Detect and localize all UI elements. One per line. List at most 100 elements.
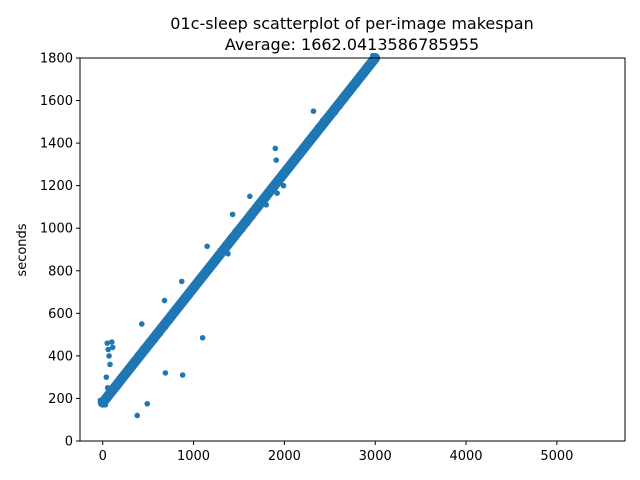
- y-axis-label-group: seconds: [15, 223, 30, 276]
- scatter-point: [229, 211, 236, 218]
- scatter-point: [364, 64, 371, 70]
- scatter-point: [214, 253, 220, 259]
- scatter-point: [127, 364, 133, 370]
- scatter-point: [119, 376, 125, 382]
- scatter-point: [114, 383, 120, 389]
- scatter-point: [179, 372, 186, 378]
- x-tick-label: 5000: [540, 449, 573, 464]
- scatter-point: [225, 250, 231, 257]
- x-axis-ticks: 0 1000 2000 3000 4000 5000: [99, 441, 573, 464]
- x-tick-label: 2000: [268, 449, 301, 464]
- scatter-point: [245, 220, 251, 226]
- scatter-point: [263, 202, 270, 208]
- scatter-point: [219, 247, 225, 253]
- scatter-point: [179, 298, 186, 304]
- scatter-point: [142, 344, 148, 350]
- scatter-point: [272, 145, 279, 152]
- scatter-point: [255, 207, 261, 213]
- scatter-point: [348, 90, 354, 96]
- x-tick-label: 0: [99, 449, 107, 464]
- scatter-point: [206, 266, 213, 272]
- scatter-point: [250, 214, 256, 220]
- scatter-point: [223, 246, 229, 252]
- scatter-point: [102, 402, 109, 408]
- scatter-point: [274, 190, 280, 196]
- scatter-point: [246, 214, 252, 220]
- chart-subtitle: Average: 1662.0413586785955: [225, 35, 479, 54]
- scatter-point: [326, 116, 332, 122]
- scatter-point: [196, 279, 202, 285]
- scatter-point: [161, 297, 168, 304]
- scatter-point: [328, 110, 335, 116]
- scatter-point: [105, 346, 111, 353]
- scatter-point: [310, 136, 317, 142]
- scatter-point: [301, 143, 308, 149]
- y-tick-label: 1000: [40, 222, 73, 237]
- scatter-point: [103, 374, 110, 380]
- scatter-point: [305, 142, 311, 149]
- scatter-point: [228, 240, 234, 246]
- scatter-point: [371, 58, 377, 64]
- scatter-point: [162, 370, 169, 376]
- scatter-point: [267, 188, 273, 194]
- scatter-point: [337, 103, 344, 109]
- scatter-point: [204, 243, 210, 250]
- y-axis-ticks: 0 200 400 600 800 1000 1200 1400 1600 1800: [40, 52, 80, 450]
- scatter-point: [152, 337, 158, 344]
- scatter-point: [109, 389, 115, 396]
- scatter-point: [97, 397, 103, 403]
- scatter-point: [344, 90, 350, 97]
- y-tick-label: 1800: [40, 52, 73, 67]
- scatter-point: [178, 278, 185, 285]
- y-tick-label: 1200: [40, 179, 73, 194]
- scatter-point: [157, 331, 164, 337]
- scatter-point: [211, 259, 218, 265]
- scatter-point: [136, 357, 142, 363]
- scatter-point: [236, 227, 242, 233]
- scatter-point: [229, 233, 236, 240]
- scatter-point: [367, 58, 373, 64]
- scatter-point: [108, 339, 115, 345]
- scatter-point: [174, 305, 180, 311]
- scatter-point: [168, 318, 174, 324]
- scatter-point: [247, 193, 253, 200]
- scatter-point: [109, 344, 116, 351]
- scatter-point: [132, 357, 138, 363]
- y-tick-label: 1400: [40, 137, 73, 152]
- scatter-point: [138, 321, 145, 327]
- scatter-point: [370, 52, 376, 59]
- scatter-point: [224, 240, 231, 246]
- y-tick-label: 200: [48, 392, 73, 407]
- scatter-point: [104, 385, 111, 391]
- scatter-point: [134, 412, 141, 419]
- scatter-point: [256, 201, 263, 207]
- scatter-point: [321, 123, 327, 129]
- scatter-point: [251, 207, 258, 214]
- scatter-point: [310, 108, 317, 114]
- scatter-point: [240, 227, 246, 233]
- scatter-point: [280, 182, 287, 189]
- scatter-point: [141, 350, 147, 356]
- scatter-point: [241, 221, 247, 227]
- scatter-point: [294, 155, 300, 161]
- scatter-point: [233, 233, 239, 239]
- scatter-point: [144, 400, 151, 407]
- scatter-point: [339, 97, 345, 103]
- scatter-point: [299, 149, 305, 155]
- scatter-point: [262, 194, 268, 200]
- scatter-point: [342, 97, 349, 103]
- scatter-point: [354, 77, 360, 83]
- scatter-point: [137, 351, 143, 357]
- scatter-point: [317, 123, 323, 129]
- scatter-point: [332, 110, 338, 116]
- scatter-point: [283, 168, 290, 175]
- y-axis-label: seconds: [15, 223, 30, 276]
- scatter-point: [125, 370, 131, 376]
- y-tick-label: 0: [65, 435, 73, 450]
- scatter-points: [97, 52, 381, 419]
- scatter-point: [232, 228, 238, 234]
- plot-frame: [79, 57, 626, 442]
- scatter-point: [163, 324, 169, 330]
